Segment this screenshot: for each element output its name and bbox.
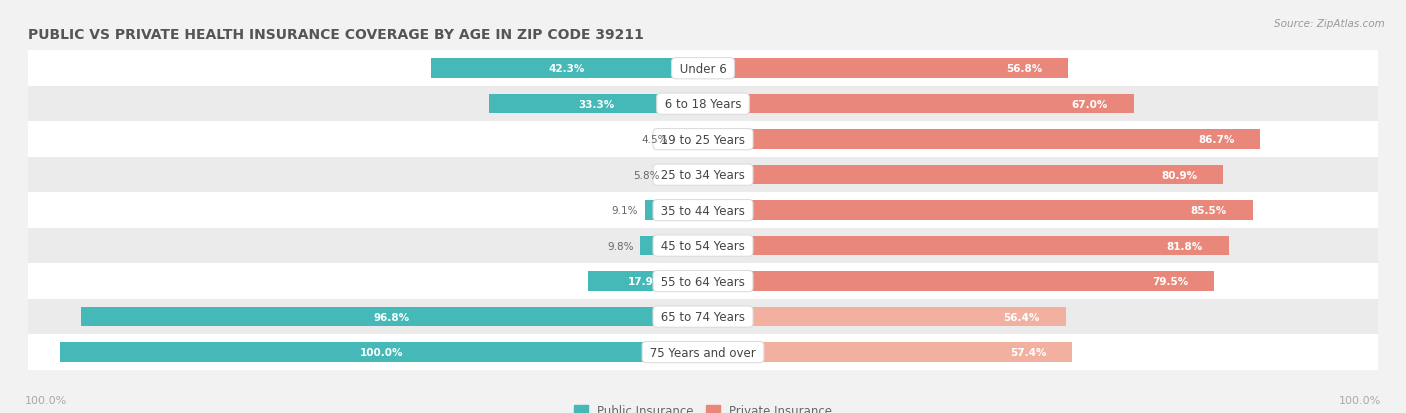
- Bar: [665, 166, 703, 185]
- Text: 67.0%: 67.0%: [1071, 100, 1108, 109]
- Text: 100.0%: 100.0%: [1339, 395, 1381, 405]
- Bar: [703, 95, 1133, 114]
- Text: 42.3%: 42.3%: [548, 64, 585, 74]
- Text: Under 6: Under 6: [676, 62, 730, 76]
- Bar: [703, 166, 1223, 185]
- Text: 81.8%: 81.8%: [1167, 241, 1204, 251]
- Bar: [673, 130, 703, 150]
- Text: 19 to 25 Years: 19 to 25 Years: [657, 133, 749, 146]
- Text: 96.8%: 96.8%: [374, 312, 411, 322]
- Text: 57.4%: 57.4%: [1010, 347, 1046, 357]
- Bar: [80, 307, 703, 327]
- Text: 9.8%: 9.8%: [607, 241, 634, 251]
- Bar: [588, 272, 703, 291]
- Text: 35 to 44 Years: 35 to 44 Years: [657, 204, 749, 217]
- Text: 4.5%: 4.5%: [641, 135, 668, 145]
- Text: 100.0%: 100.0%: [360, 347, 404, 357]
- Text: 80.9%: 80.9%: [1161, 170, 1198, 180]
- Text: 65 to 74 Years: 65 to 74 Years: [657, 310, 749, 323]
- Text: 85.5%: 85.5%: [1191, 206, 1227, 216]
- Text: Source: ZipAtlas.com: Source: ZipAtlas.com: [1274, 19, 1385, 28]
- Legend: Public Insurance, Private Insurance: Public Insurance, Private Insurance: [574, 404, 832, 413]
- Text: 6 to 18 Years: 6 to 18 Years: [661, 98, 745, 111]
- Text: 56.4%: 56.4%: [1004, 312, 1040, 322]
- Bar: [28, 335, 1378, 370]
- Text: 9.1%: 9.1%: [612, 206, 638, 216]
- Bar: [644, 201, 703, 221]
- Text: 79.5%: 79.5%: [1152, 276, 1188, 287]
- Bar: [28, 299, 1378, 335]
- Bar: [640, 236, 703, 256]
- Text: 17.9%: 17.9%: [627, 276, 664, 287]
- Bar: [60, 342, 703, 362]
- Bar: [703, 236, 1229, 256]
- Text: 45 to 54 Years: 45 to 54 Years: [657, 240, 749, 252]
- Bar: [703, 201, 1253, 221]
- Bar: [432, 59, 703, 79]
- Text: 25 to 34 Years: 25 to 34 Years: [657, 169, 749, 182]
- Bar: [28, 264, 1378, 299]
- Bar: [703, 59, 1069, 79]
- Bar: [703, 130, 1260, 150]
- Text: 55 to 64 Years: 55 to 64 Years: [657, 275, 749, 288]
- Text: 33.3%: 33.3%: [578, 100, 614, 109]
- Bar: [703, 272, 1213, 291]
- Bar: [703, 342, 1071, 362]
- Bar: [28, 87, 1378, 122]
- Bar: [28, 193, 1378, 228]
- Text: 86.7%: 86.7%: [1198, 135, 1234, 145]
- Bar: [28, 228, 1378, 264]
- Text: 5.8%: 5.8%: [633, 170, 659, 180]
- Bar: [489, 95, 703, 114]
- Text: 56.8%: 56.8%: [1007, 64, 1042, 74]
- Text: 100.0%: 100.0%: [25, 395, 67, 405]
- Bar: [28, 122, 1378, 157]
- Bar: [28, 51, 1378, 87]
- Text: 75 Years and over: 75 Years and over: [647, 346, 759, 359]
- Text: PUBLIC VS PRIVATE HEALTH INSURANCE COVERAGE BY AGE IN ZIP CODE 39211: PUBLIC VS PRIVATE HEALTH INSURANCE COVER…: [28, 28, 644, 41]
- Bar: [28, 157, 1378, 193]
- Bar: [703, 307, 1066, 327]
